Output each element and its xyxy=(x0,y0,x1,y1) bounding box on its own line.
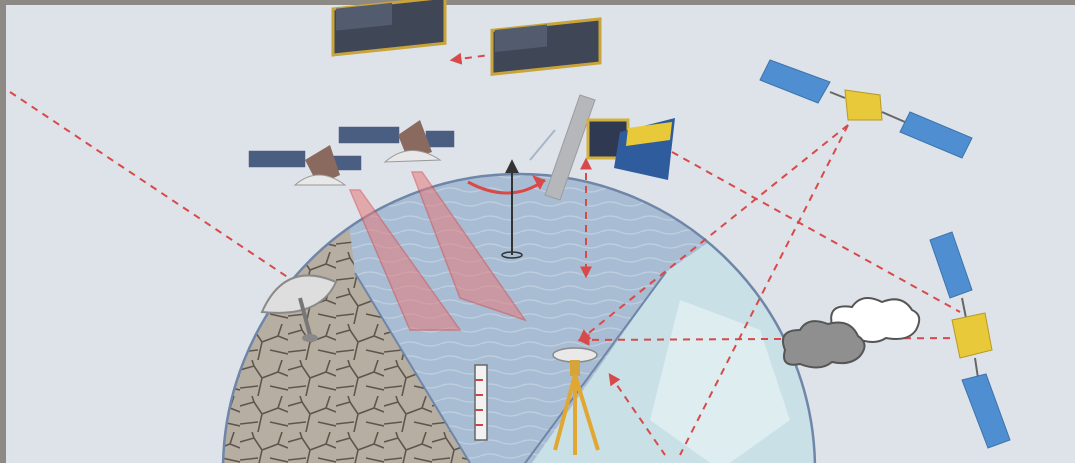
vertical-panel-top xyxy=(929,231,973,299)
solar-panel-left xyxy=(336,2,392,31)
gauge-staff xyxy=(474,364,488,441)
sector-divider-ice xyxy=(519,271,667,463)
altimeter-panel xyxy=(544,94,596,201)
vertical-arm-top xyxy=(961,297,967,319)
link-gnss-sat-reflection xyxy=(679,124,849,456)
radar-beam-left xyxy=(348,189,462,331)
gnss-station-icon xyxy=(552,347,600,455)
solar-panel-sar-left-a xyxy=(247,149,307,169)
measurement-links xyxy=(9,47,964,456)
radar-beams xyxy=(348,171,527,331)
altimeter-gold-strip xyxy=(626,122,672,146)
twin-satellite-right xyxy=(490,17,602,76)
sar-antenna-right xyxy=(383,150,442,163)
vertical-panel-bottom xyxy=(961,373,1011,449)
solar-panel-sar-right-a xyxy=(337,125,401,145)
gnss-satellite-right xyxy=(929,231,1011,449)
gnss-mount xyxy=(570,360,580,376)
link-reflection-station xyxy=(608,373,666,456)
gnss-arm-right xyxy=(881,111,906,123)
vertical-body xyxy=(951,312,993,359)
dish-base xyxy=(302,334,318,342)
link-satellite-pair xyxy=(449,47,515,65)
altimeter-boom xyxy=(529,129,556,161)
sar-satellite-left xyxy=(247,145,363,186)
tripod-leg-left xyxy=(553,374,577,451)
gnss-satellite-top xyxy=(759,59,973,159)
gnss-arm-left xyxy=(829,91,846,99)
glacier-texture xyxy=(650,300,790,463)
tide-gauge-icon xyxy=(474,364,488,441)
gnss-body-top xyxy=(844,89,883,121)
dish-mount xyxy=(298,297,312,336)
cloud-grey xyxy=(781,320,866,369)
radar-dish-icon xyxy=(260,274,338,342)
dish-reflector xyxy=(260,274,338,314)
solar-panel-sar-right-b xyxy=(424,129,456,149)
altimetry-satellite xyxy=(467,94,675,259)
sector-divider-land xyxy=(354,272,471,463)
radar-beam-right xyxy=(410,171,527,322)
sar-antenna-left xyxy=(293,174,347,186)
link-gnss-sat-station xyxy=(578,124,849,342)
vertical-arm-bottom xyxy=(974,357,979,379)
twin-satellite-left xyxy=(331,0,447,57)
sar-body-right xyxy=(398,120,432,160)
rotation-arrow-head xyxy=(532,175,545,190)
solar-panel-right xyxy=(495,24,547,52)
tripod-leg-right xyxy=(573,374,600,451)
earth-outline xyxy=(221,172,817,463)
sar-satellite-right xyxy=(337,120,456,163)
gnss-antenna xyxy=(552,347,598,363)
link-antenna-offscreen xyxy=(9,91,296,283)
gnss-panel-left xyxy=(759,59,831,104)
cloud-icon xyxy=(781,297,921,369)
rotation-axis-base xyxy=(501,251,523,259)
gnss-panel-right xyxy=(899,111,973,159)
link-altimeter-gnss-sat xyxy=(671,151,961,313)
